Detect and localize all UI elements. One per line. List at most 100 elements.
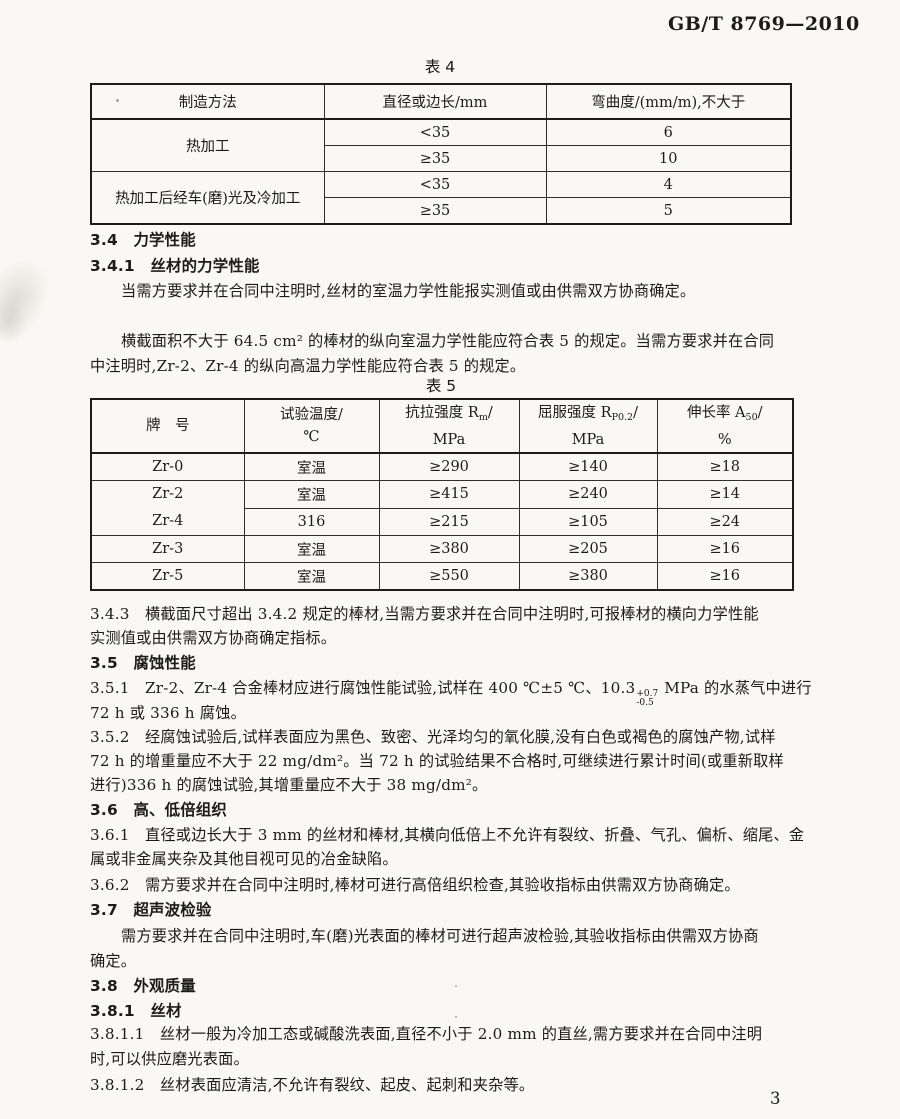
grade-label: Zr-4 [152,513,184,529]
section-heading: 3.7 超声波检验 [90,901,212,919]
cell-a50: ≥14 [656,480,794,509]
cell-a50: ≥16 [656,562,794,591]
cell-size: ≥35 [323,197,547,225]
table-row: Zr-3 室温 ≥380 ≥205 ≥16 [90,535,794,563]
section-heading: 3.6 高、低倍组织 [90,801,227,819]
subscript: m [478,411,488,423]
table-row: ≥35 5 [91,197,792,225]
paragraph-line: 横截面积不大于 64.5 cm² 的棒材的纵向室温力学性能应符合表 5 的规定。… [121,332,775,350]
header-text: / [633,404,638,421]
cell-size: <35 [323,171,547,198]
cell-rp: ≥205 [518,535,658,563]
table5-header-row: 牌 号 试验温度/ ℃ 抗拉强度 Rm/ MPa 屈服强度 RP0.2/ MPa… [90,398,794,454]
column-header: 直径或边长/mm [323,83,547,120]
header-line: % [717,431,732,448]
cell-rm: ≥290 [378,452,520,481]
header-text: 伸长率 A [686,404,746,421]
cell-temp: 316 [243,507,380,536]
standard-number: GB/T 8769—2010 [668,13,860,35]
table-row: ≥35 10 [91,145,792,172]
scan-speck [455,1016,457,1018]
paragraph-line: 需方要求并在合同中注明时,车(磨)光表面的棒材可进行超声波检验,其验收指标由供需… [121,927,759,945]
cell-temp: 室温 [243,535,380,563]
column-header-grade: 牌 号 [90,398,245,454]
header-line: 抗拉强度 Rm/ [380,402,518,429]
superscript: +0.7 [636,689,659,699]
table4-caption: 表 4 [424,58,456,76]
table-row: Zr-2 Zr-4 室温 ≥415 ≥240 ≥14 [90,480,794,536]
paragraph-line: 进行)336 h 的腐蚀试验,其增重量应不大于 38 mg/dm²。 [90,776,488,794]
paragraph-line: 72 h 的增重量应不大于 22 mg/dm²。当 72 h 的试验结果不合格时… [90,752,784,770]
column-header: 制造方法 [90,83,325,120]
paragraph-line: 3.5.1 Zr-2、Zr-4 合金棒材应进行腐蚀性能试验,试样在 400 ℃±… [90,678,812,707]
header-line: 试验温度/ [280,407,343,423]
column-header-temperature: 试验温度/ ℃ [243,398,380,454]
table-row: Zr-5 室温 ≥550 ≥380 ≥16 [90,562,794,591]
header-text: 抗拉强度 R [405,404,479,421]
cell-method: 热加工 [90,118,325,172]
cell-method: 热加工后经车(磨)光及冷加工 [90,171,325,225]
cell-rp: ≥105 [518,507,658,536]
cell-rm: ≥550 [378,562,520,591]
paragraph-line: 3.5.2 经腐蚀试验后,试样表面应为黑色、致密、光泽均匀的氧化膜,没有白色或褐… [90,728,776,746]
subscript: 50 [745,411,758,423]
header-text: / [757,404,763,421]
paragraph-line: 属或非金属夹杂及其他目视可见的冶金缺陷。 [90,850,398,868]
cell-temp: 室温 [243,480,380,509]
section-heading: 3.4 力学性能 [90,231,196,249]
paragraph-text: 3.5.1 Zr-2、Zr-4 合金棒材应进行腐蚀性能试验,试样在 400 ℃±… [90,679,636,697]
cell-rm: ≥415 [378,480,520,509]
cell-a50: ≥16 [656,535,794,563]
table5-caption: 表 5 [425,377,457,395]
section-heading: 3.8 外观质量 [90,977,196,995]
header-line: MPa [571,431,605,448]
cell-rm: ≥215 [378,507,520,536]
cell-rp: ≥240 [518,480,658,509]
table-row: Zr-0 室温 ≥290 ≥140 ≥18 [90,452,794,481]
column-header-tensile: 抗拉强度 Rm/ MPa [378,398,520,454]
subscript: P0.2 [611,411,634,423]
paragraph-line: 当需方要求并在合同中注明时,丝材的室温力学性能报实测值或由供需双方协商确定。 [121,282,696,300]
paragraph-line: 3.6.1 直径或边长大于 3 mm 的丝材和棒材,其横向低倍上不允许有裂纹、折… [90,826,805,844]
header-line: MPa [432,431,466,448]
cell-a50: ≥24 [656,507,794,536]
page-number: 3 [770,1089,781,1108]
section-heading: 3.8.1 丝材 [90,1002,182,1020]
column-header: 弯曲度/(mm/m),不大于 [545,83,792,120]
header-text: / [487,404,493,421]
header-text: 屈服强度 R [538,404,612,421]
section-heading: 3.5 腐蚀性能 [90,654,196,672]
paragraph-line: 3.4.3 横截面尺寸超出 3.4.2 规定的棒材,当需方要求并在合同中注明时,… [90,605,759,623]
column-header-yield: 屈服强度 RP0.2/ MPa [518,398,658,454]
cell-bend: 4 [545,171,792,198]
cell-size: ≥35 [323,145,547,172]
cell-grade-merged: Zr-2 Zr-4 [90,480,245,536]
cell-grade: Zr-5 [90,562,245,591]
cell-temp: 室温 [243,562,380,591]
paragraph-line: 时,可以供应磨光表面。 [90,1050,249,1068]
header-line: 屈服强度 RP0.2/ [520,402,656,429]
column-header-elongation: 伸长率 A50/ % [656,398,794,454]
subscript: -0.5 [636,697,654,708]
scan-smudge [0,300,26,344]
cell-bend: 6 [545,118,792,146]
tolerance-stack: +0.7 -0.5 [636,690,658,707]
cell-rp: ≥380 [518,562,658,591]
table-row: 热加工后经车(磨)光及冷加工 <35 4 [90,171,792,225]
header-line: ℃ [303,429,320,445]
paragraph-line: 实测值或由供需双方协商确定指标。 [90,629,337,647]
cell-grade: Zr-3 [90,535,245,563]
section-heading: 3.4.1 丝材的力学性能 [90,257,260,275]
table4-header-row: 制造方法 直径或边长/mm 弯曲度/(mm/m),不大于 [90,83,792,120]
paragraph-line: 3.8.1.2 丝材表面应清洁,不允许有裂纹、起皮、起刺和夹杂等。 [90,1076,535,1094]
paragraph-line: 确定。 [90,952,137,970]
paragraph-line: 3.8.1.1 丝材一般为冷加工态或碱酸洗表面,直径不小于 2.0 mm 的直丝… [90,1025,763,1043]
cell-a50: ≥18 [656,452,794,481]
grade-label: Zr-2 [152,486,184,502]
table5: 牌 号 试验温度/ ℃ 抗拉强度 Rm/ MPa 屈服强度 RP0.2/ MPa… [90,398,794,591]
cell-temp: 室温 [243,452,380,481]
cell-grade: Zr-0 [90,452,245,481]
cell-bend: 5 [545,197,792,225]
table4: 制造方法 直径或边长/mm 弯曲度/(mm/m),不大于 热加工 <35 6 ≥… [90,83,792,225]
